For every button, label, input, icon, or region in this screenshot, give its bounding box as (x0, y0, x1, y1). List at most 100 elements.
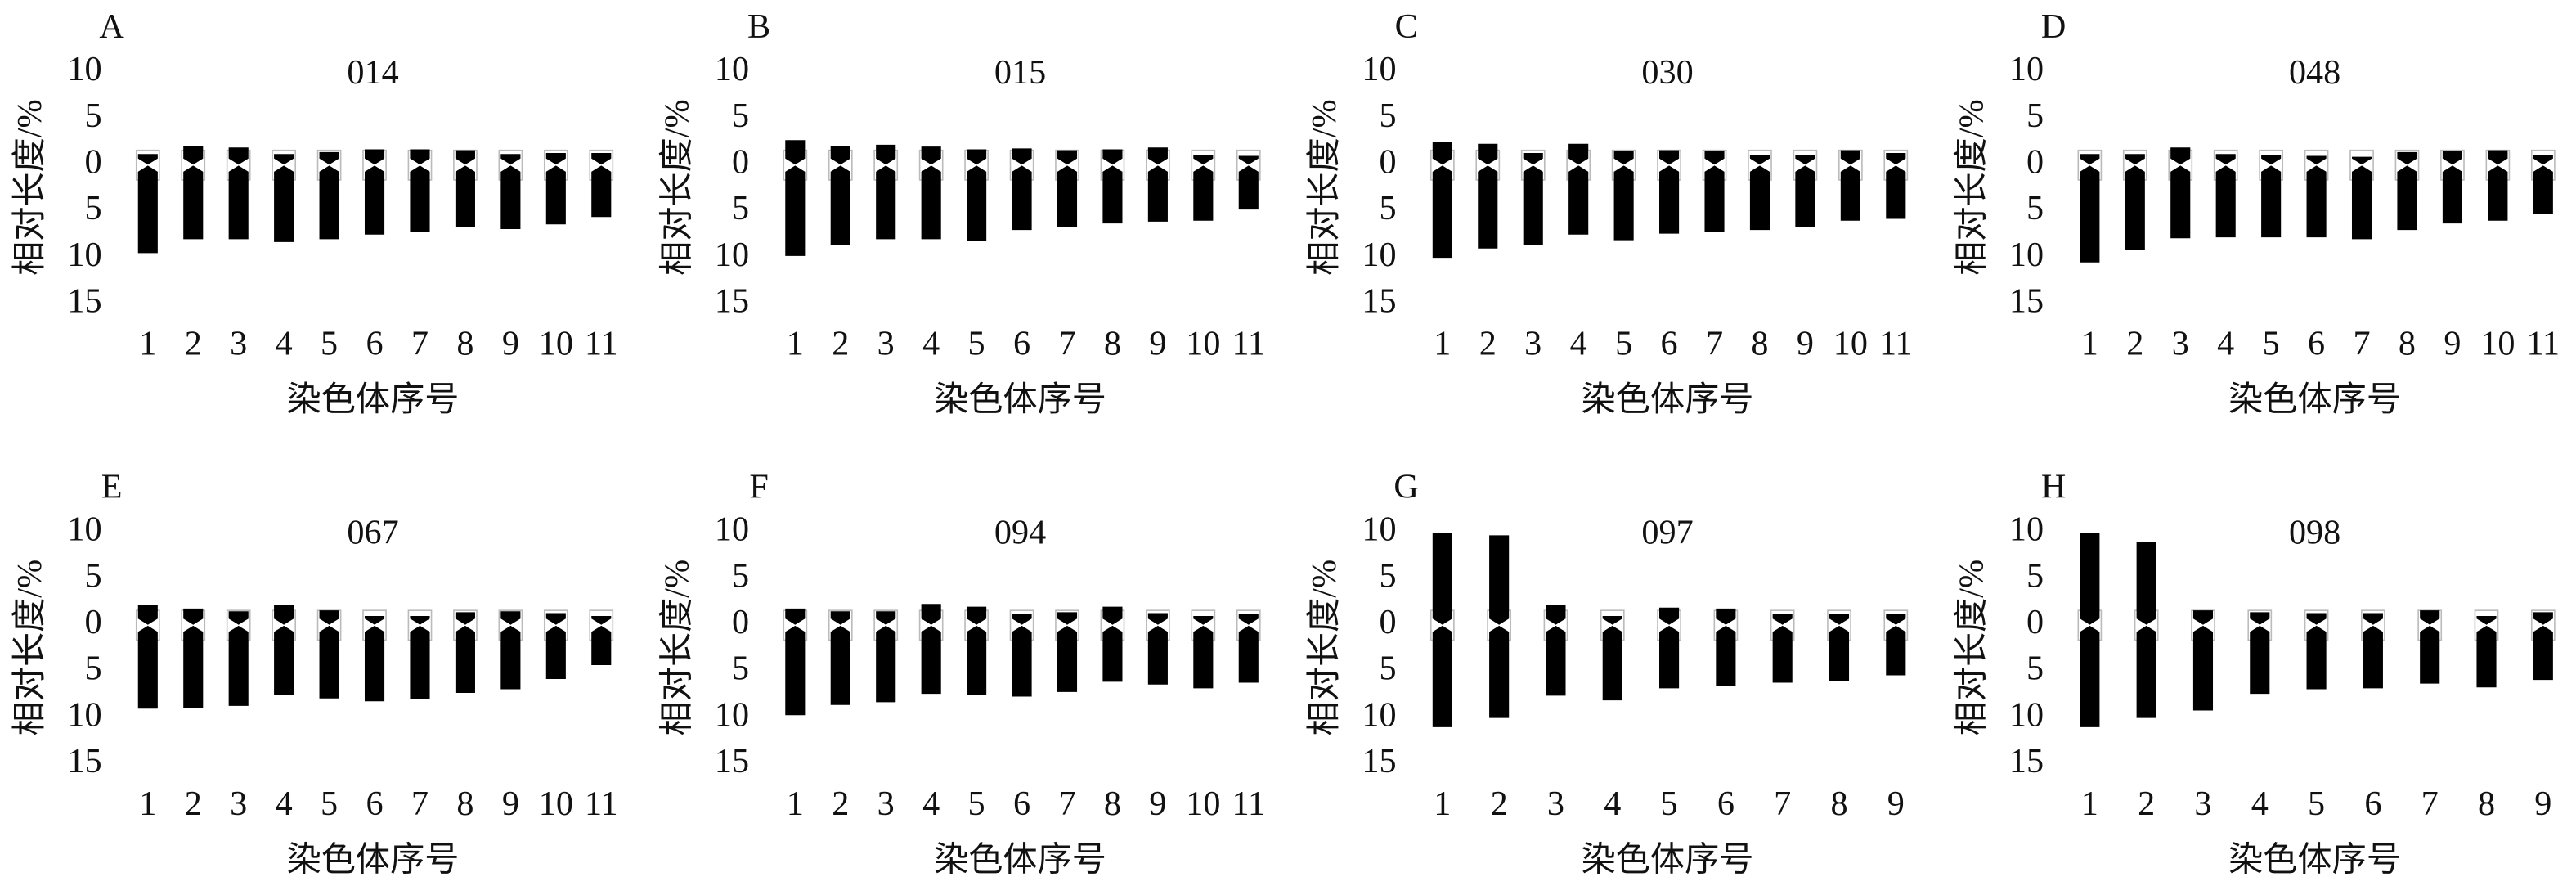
x-tick-label: 4 (1570, 325, 1587, 363)
chromosome-arm (1147, 613, 1168, 625)
x-tick-label: 11 (1232, 325, 1265, 363)
chromosome-arm (2306, 155, 2327, 165)
x-tick-label: 10 (539, 785, 573, 823)
chart-title: 014 (347, 53, 398, 92)
x-tick-label: 6 (366, 325, 383, 363)
chromosome-arm (1704, 165, 1725, 232)
x-tick-label: 1 (787, 785, 804, 823)
y-tick-label: 5 (1379, 97, 1396, 135)
chromosome-arm (1147, 147, 1168, 165)
chromosome-arm (785, 140, 806, 165)
chromosome-arm (1432, 142, 1452, 165)
chromosome-arm (274, 154, 294, 165)
x-tick-label: 4 (922, 325, 940, 363)
x-tick-label: 10 (1833, 325, 1868, 363)
chromosome-arm (2476, 625, 2497, 688)
chromosome-arm (2170, 165, 2191, 239)
y-tick-label: 5 (84, 556, 101, 595)
x-tick-label: 9 (1149, 325, 1166, 363)
x-tick-label: 3 (877, 325, 895, 363)
chromosome-arm (1102, 606, 1123, 625)
x-tick-label: 8 (2399, 325, 2416, 363)
y-axis-label: 相对长度/% (1952, 99, 1990, 276)
chromosome-arm (1568, 165, 1589, 235)
x-tick-label: 8 (456, 325, 473, 363)
chromosome-arm (591, 615, 612, 625)
x-axis-label: 染色体序号 (934, 840, 1106, 879)
x-tick-label: 5 (321, 325, 338, 363)
x-tick-label: 9 (1887, 785, 1905, 823)
x-tick-label: 3 (2194, 785, 2211, 823)
y-tick-label: 10 (67, 695, 101, 734)
chromosome-arm (2250, 625, 2270, 695)
x-tick-label: 8 (456, 785, 473, 823)
x-tick-label: 6 (1013, 785, 1030, 823)
x-tick-label: 6 (2364, 785, 2381, 823)
chromosome-arm (1523, 153, 1543, 165)
x-axis-label: 染色体序号 (1582, 380, 1754, 419)
chromosome-arm (274, 605, 294, 625)
y-axis-label: 相对长度/% (11, 99, 49, 276)
y-tick-label: 5 (84, 97, 101, 135)
x-tick-label: 4 (922, 785, 940, 823)
y-tick-label: 5 (1379, 189, 1396, 227)
chromosome-arm (455, 150, 475, 165)
x-tick-label: 10 (2480, 325, 2515, 363)
chromosome-arm (967, 165, 987, 241)
chromosome-arm (1193, 625, 1214, 689)
chromosome-arm (1102, 625, 1123, 682)
chromosome-arm (1749, 155, 1770, 165)
x-axis-label: 染色体序号 (1582, 840, 1754, 879)
chromosome-arm (545, 165, 566, 225)
x-tick-label: 3 (230, 325, 247, 363)
y-tick-label: 0 (84, 142, 101, 181)
panel: H 098 染色体序号 相对长度/% 15 10 5 0 5 10 1 2 3 4 5 6 7 8 9 (1952, 467, 2556, 879)
chromosome-arm (1795, 165, 1815, 227)
y-axis-label: 相对长度/% (657, 99, 696, 276)
chromosome-arm (1546, 605, 1566, 625)
x-tick-label: 6 (1013, 325, 1030, 363)
panel-letter: D (2041, 7, 2066, 46)
y-tick-label: 5 (1379, 650, 1396, 688)
chromosome-arm (2192, 610, 2214, 625)
chromosome-arm (319, 610, 339, 625)
y-tick-label: 10 (715, 50, 749, 88)
chromosome-arm (2442, 165, 2462, 224)
chromosome-arm (228, 611, 249, 625)
chromosome-arm (2476, 615, 2497, 625)
x-tick-label: 1 (1434, 785, 1451, 823)
y-tick-label: 15 (1362, 281, 1396, 320)
x-tick-label: 4 (2217, 325, 2234, 363)
chromosome-arm (1886, 625, 1906, 676)
x-tick-label: 9 (1797, 325, 1814, 363)
chromosome-arm (228, 147, 249, 165)
x-tick-label: 10 (1186, 325, 1220, 363)
x-tick-label: 5 (321, 785, 338, 823)
chromosome-arm (545, 613, 566, 625)
chromosome-arm (319, 625, 339, 699)
chromosome-arm (1659, 625, 1680, 689)
x-tick-label: 1 (2081, 785, 2098, 823)
y-tick-label: 5 (732, 97, 749, 135)
y-tick-label: 0 (732, 603, 749, 641)
chromosome-arm (2420, 610, 2440, 625)
chromosome-arm (1238, 165, 1259, 210)
chromosome-arm (183, 625, 204, 708)
panel-letter: H (2041, 467, 2066, 506)
chromosome-arm (1659, 150, 1680, 165)
y-axis-label: 相对长度/% (657, 560, 696, 736)
y-tick-label: 10 (1362, 695, 1396, 734)
y-tick-label: 5 (732, 650, 749, 688)
chromosome-arm (2192, 625, 2214, 711)
chromosome-arm (1659, 607, 1680, 625)
x-tick-label: 2 (1491, 785, 1508, 823)
chromosome-arm (2080, 532, 2100, 625)
panel-letter: E (101, 467, 123, 506)
chromosome-arm (1489, 625, 1510, 718)
y-tick-label: 10 (67, 236, 101, 274)
chromosome-arm (1238, 155, 1259, 165)
panel-letter: C (1395, 7, 1418, 46)
chromosome-arm (2488, 165, 2508, 221)
chromosome-arm (2533, 612, 2553, 625)
